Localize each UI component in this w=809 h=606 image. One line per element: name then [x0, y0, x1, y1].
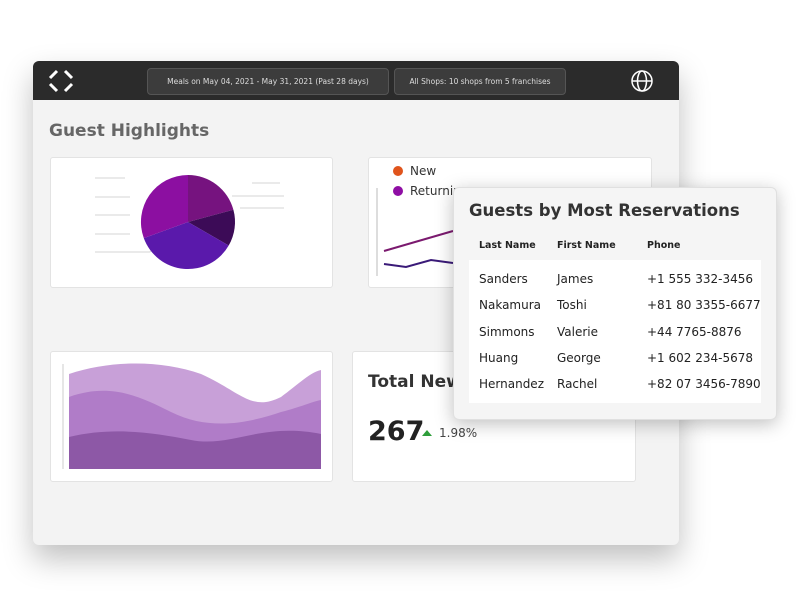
table-cell: George	[557, 350, 601, 365]
table-cell: +44 7765-8876	[647, 324, 742, 339]
page-title: Guest Highlights	[49, 121, 210, 141]
table-cell: Huang	[479, 350, 519, 365]
column-header: Phone	[647, 240, 681, 251]
table-cell: Toshi	[557, 298, 587, 313]
total-value: 267	[368, 416, 425, 447]
column-header: Last Name	[479, 240, 536, 251]
table-cell: +82 07 3456-7890	[647, 377, 761, 392]
legend-label: New	[410, 164, 437, 178]
logo	[48, 69, 74, 93]
total-title: Total New	[368, 372, 462, 392]
table-cell: Sanders	[479, 272, 528, 286]
table-cell: Valerie	[557, 324, 598, 339]
area-chart	[62, 363, 321, 469]
table-cell: +1 602 234-5678	[647, 350, 753, 365]
table-cell: Hernandez	[479, 377, 544, 392]
area-card	[50, 351, 333, 482]
column-header: First Name	[557, 240, 616, 251]
reservations-table: Guests by Most Reservations Last Name Fir…	[453, 187, 777, 420]
table-cell: Nakamura	[479, 298, 542, 313]
table-cell: Simmons	[479, 324, 535, 339]
date-filter[interactable]: Meals on May 04, 2021 - May 31, 2021 (Pa…	[147, 68, 389, 95]
table-title: Guests by Most Reservations	[469, 201, 740, 220]
line-chart	[376, 166, 454, 276]
table-cell: James	[557, 272, 594, 286]
table-cell: +1 555 332-3456	[647, 272, 753, 286]
up-arrow	[422, 430, 432, 436]
table-cell: Rachel	[557, 377, 598, 392]
table-cell: +81 80 3355-6677	[647, 298, 761, 313]
legend-label: Returnin	[410, 184, 461, 198]
globe-icon[interactable]	[630, 69, 654, 93]
table-body	[469, 260, 761, 403]
top-bar: Meals on May 04, 2021 - May 31, 2021 (Pa…	[33, 61, 679, 100]
shop-filter[interactable]: All Shops: 10 shops from 5 franchises	[394, 68, 566, 95]
total-change: 1.98%	[439, 426, 478, 440]
